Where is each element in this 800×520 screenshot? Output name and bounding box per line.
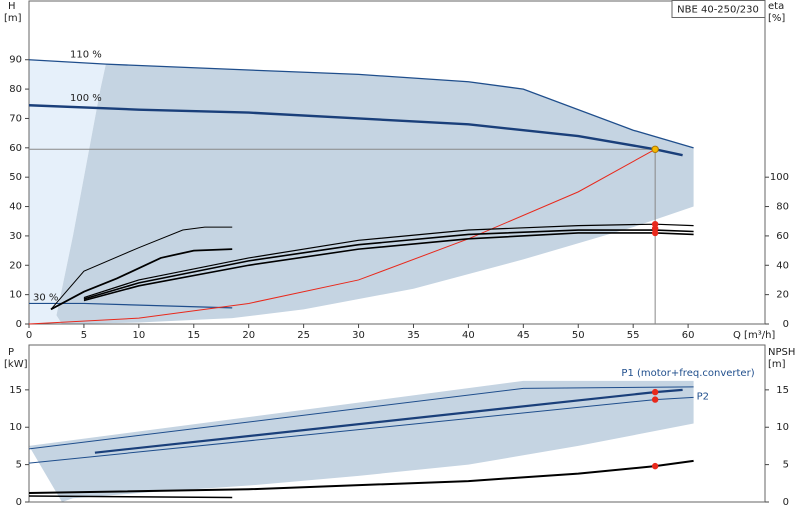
curve-label: P2 bbox=[697, 391, 709, 402]
x-tick-label: 55 bbox=[627, 330, 640, 341]
curve bbox=[28, 459, 694, 495]
curve bbox=[28, 495, 233, 499]
curve bbox=[83, 229, 694, 300]
y-tick-label: 60 bbox=[9, 143, 22, 154]
operating-range bbox=[29, 59, 106, 325]
y-axis-label: H bbox=[8, 1, 16, 12]
y-tick-label: 0 bbox=[16, 497, 22, 508]
operating-point bbox=[651, 145, 659, 153]
curve bbox=[28, 104, 683, 157]
y2-tick-label: 15 bbox=[776, 385, 789, 396]
operating-point bbox=[651, 225, 659, 232]
plot-frame bbox=[28, 344, 766, 503]
y-tick-label: 90 bbox=[9, 55, 22, 66]
y2-tick-label: 20 bbox=[776, 290, 789, 301]
y-tick-label: 10 bbox=[9, 422, 22, 433]
y2-tick-label: 60 bbox=[776, 231, 789, 242]
curve-label: 30 % bbox=[33, 292, 58, 303]
y-tick-label: 15 bbox=[9, 385, 22, 396]
x-tick-label: 25 bbox=[297, 330, 310, 341]
operating-range bbox=[29, 380, 694, 502]
y2-tick-label: 80 bbox=[776, 202, 789, 213]
curve-label: 110 % bbox=[70, 50, 102, 61]
y-axis-unit: [kW] bbox=[4, 359, 28, 370]
y-tick-label: 0 bbox=[16, 319, 22, 330]
title-box bbox=[671, 0, 766, 18]
curve bbox=[83, 232, 694, 302]
curve bbox=[83, 223, 694, 299]
y-tick-label: 40 bbox=[9, 202, 22, 213]
x-tick-label: 5 bbox=[81, 330, 87, 341]
y2-tick-label: 5 bbox=[783, 460, 789, 471]
curve bbox=[29, 302, 233, 309]
y-tick-label: 10 bbox=[9, 290, 22, 301]
y2-tick-label: 100 bbox=[770, 172, 789, 183]
y2-tick-label: 0 bbox=[783, 497, 789, 508]
y-tick-label: 80 bbox=[9, 84, 22, 95]
y-axis-label: P bbox=[8, 347, 14, 358]
y2-axis-label: eta bbox=[768, 1, 784, 12]
x-tick-label: 50 bbox=[572, 330, 585, 341]
y2-axis-unit: [%] bbox=[768, 13, 785, 24]
x-tick-label: 20 bbox=[242, 330, 255, 341]
x-tick-label: 30 bbox=[352, 330, 365, 341]
x-tick-label: 15 bbox=[187, 330, 200, 341]
y2-tick-label: 40 bbox=[776, 260, 789, 271]
operating-range bbox=[56, 64, 694, 324]
x-tick-label: 60 bbox=[682, 330, 695, 341]
curve bbox=[50, 248, 233, 311]
operating-point bbox=[651, 462, 659, 470]
chart-title: NBE 40-250/230 bbox=[677, 5, 759, 16]
operating-point bbox=[651, 396, 659, 403]
x-axis-label: Q [m³/h] bbox=[733, 330, 775, 341]
y2-tick-label: 0 bbox=[783, 319, 789, 330]
x-tick-label: 45 bbox=[517, 330, 530, 341]
operating-point bbox=[651, 388, 659, 396]
curve bbox=[28, 386, 694, 450]
y-tick-label: 20 bbox=[9, 260, 22, 271]
y-tick-label: 70 bbox=[9, 113, 22, 124]
operating-point bbox=[651, 229, 659, 237]
x-tick-label: 0 bbox=[26, 330, 32, 341]
y2-tick-label: 10 bbox=[776, 422, 789, 433]
operating-point bbox=[651, 220, 659, 228]
curve-label: 100 % bbox=[70, 93, 102, 104]
y2-axis-unit: [m] bbox=[768, 359, 786, 370]
x-tick-label: 10 bbox=[132, 330, 145, 341]
curve-label: P1 (motor+freq.converter) bbox=[621, 368, 754, 379]
x-tick-label: 40 bbox=[462, 330, 475, 341]
curve bbox=[28, 59, 694, 149]
y-tick-label: 5 bbox=[16, 460, 22, 471]
curve bbox=[28, 148, 656, 325]
y2-axis-label: NPSH bbox=[768, 347, 795, 358]
curve bbox=[50, 226, 233, 310]
x-tick-label: 35 bbox=[407, 330, 420, 341]
y-tick-label: 30 bbox=[9, 231, 22, 242]
y-tick-label: 50 bbox=[9, 172, 22, 183]
plot-frame bbox=[28, 0, 766, 325]
y-axis-unit: [m] bbox=[4, 13, 22, 24]
